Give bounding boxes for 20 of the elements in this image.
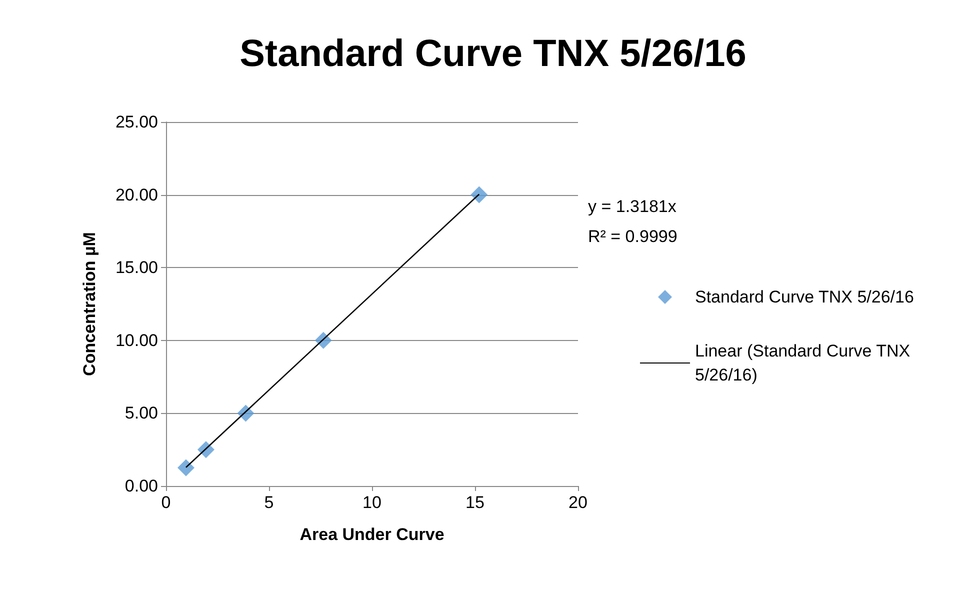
legend-label: Standard Curve TNX 5/26/16 — [695, 288, 914, 306]
text: y = 1.3181x — [588, 197, 677, 216]
x-tick-label: 20 — [568, 493, 588, 512]
x-tick-label: 5 — [264, 493, 274, 512]
chart-title: Standard Curve TNX 5/26/16 — [240, 33, 746, 75]
y-tick-label: 15.00 — [115, 258, 158, 278]
point — [177, 459, 194, 476]
x-tick-label: 0 — [161, 493, 171, 512]
y-tick-label: 25.00 — [115, 112, 158, 132]
x-tick-label: 10 — [362, 493, 382, 512]
y-axis-title: Concentration µM — [80, 232, 99, 376]
y-tick-label: 0.00 — [124, 476, 158, 496]
text: R² = 0.9999 — [588, 227, 678, 246]
legend-label: Linear (Standard Curve TNX 5/26/16) — [695, 342, 915, 384]
y-tick-label: 20.00 — [115, 185, 158, 204]
y-tick-label: 10.00 — [115, 330, 158, 350]
y-tick-label: 5.00 — [124, 404, 158, 423]
x-tick-label: 15 — [466, 493, 484, 512]
x-axis-title: Area Under Curve — [300, 525, 444, 544]
point — [470, 186, 488, 204]
